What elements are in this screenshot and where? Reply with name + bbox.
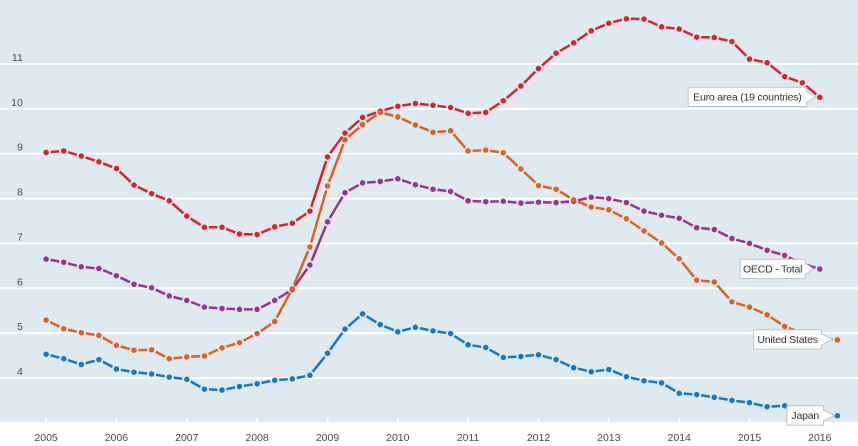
svg-text:2009: 2009 <box>316 432 340 444</box>
svg-text:2016: 2016 <box>808 432 832 444</box>
svg-text:11: 11 <box>12 52 23 64</box>
svg-text:10: 10 <box>11 97 23 109</box>
svg-text:2014: 2014 <box>668 432 692 444</box>
svg-text:2011: 2011 <box>457 432 480 444</box>
svg-text:OECD - Total: OECD - Total <box>743 264 802 276</box>
svg-text:2008: 2008 <box>245 432 269 444</box>
svg-text:Japan: Japan <box>791 410 819 422</box>
svg-text:7: 7 <box>17 231 23 243</box>
svg-text:4: 4 <box>17 366 23 378</box>
svg-text:United States: United States <box>757 334 817 346</box>
svg-text:2015: 2015 <box>738 432 762 444</box>
svg-text:9: 9 <box>17 142 23 154</box>
svg-text:6: 6 <box>17 276 23 288</box>
svg-text:Euro area (19 countries): Euro area (19 countries) <box>693 92 801 104</box>
svg-text:5: 5 <box>17 321 23 333</box>
svg-text:2013: 2013 <box>597 432 621 444</box>
svg-text:2007: 2007 <box>175 432 199 444</box>
svg-text:2005: 2005 <box>34 432 58 444</box>
svg-text:2012: 2012 <box>527 432 551 444</box>
svg-text:8: 8 <box>17 187 23 199</box>
svg-text:2010: 2010 <box>386 432 410 444</box>
svg-text:2006: 2006 <box>105 432 129 444</box>
